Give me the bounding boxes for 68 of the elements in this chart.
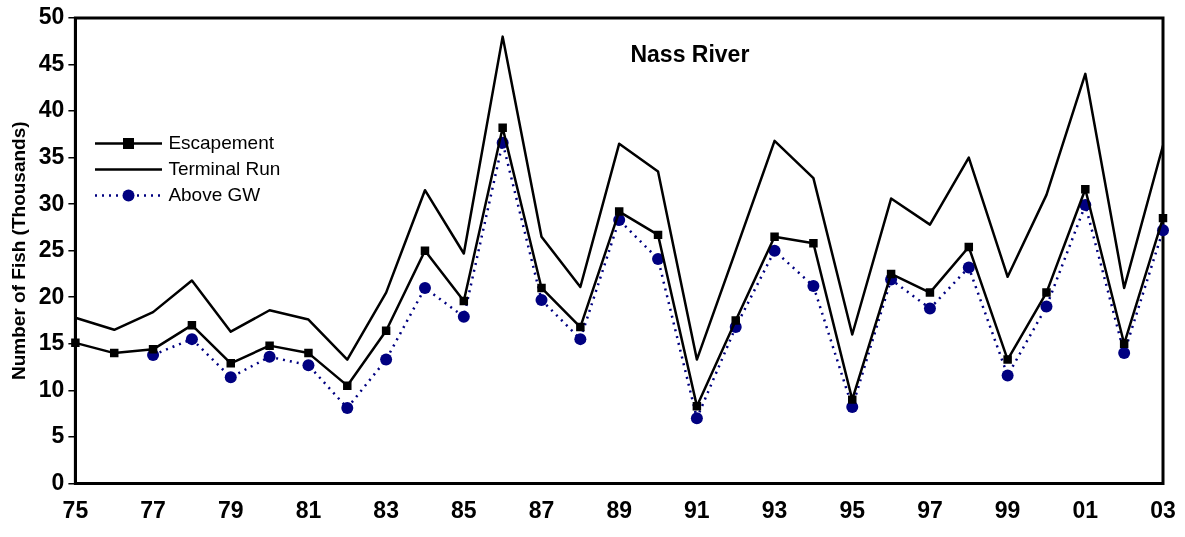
legend-label: Terminal Run: [168, 157, 281, 181]
point: [574, 333, 587, 346]
point: [576, 322, 585, 332]
point: [1003, 355, 1012, 364]
point: [380, 353, 393, 366]
x-tick-label: 93: [761, 496, 788, 523]
x-tick-label: 83: [373, 496, 399, 523]
point: [768, 244, 781, 257]
point: [1040, 300, 1053, 313]
y-tick-label: 20: [38, 282, 65, 309]
y-tick-label: 0: [51, 468, 65, 495]
x-tick-label: 77: [140, 496, 166, 523]
x-tick-label: 95: [839, 496, 866, 523]
point: [226, 359, 235, 368]
point: [923, 302, 936, 315]
point: [185, 333, 198, 346]
y-tick-label: 50: [38, 3, 65, 30]
point: [925, 288, 935, 297]
y-tick-label: 10: [38, 375, 65, 402]
point: [418, 281, 431, 294]
point: [1042, 288, 1051, 297]
x-tick-label: 91: [684, 496, 710, 523]
point: [263, 350, 276, 363]
x-tick-label: 85: [451, 496, 477, 523]
y-tick-label: 40: [38, 96, 65, 123]
point: [341, 402, 354, 415]
x-tick-label: 97: [917, 496, 943, 523]
point: [457, 310, 470, 323]
point: [304, 348, 313, 358]
point: [343, 381, 352, 390]
point: [614, 207, 624, 216]
y-tick-label: 25: [38, 236, 65, 263]
point: [848, 395, 857, 404]
y-tick-label: 45: [38, 49, 65, 76]
point: [498, 123, 507, 133]
y-tick-label: 30: [38, 189, 65, 216]
x-tick-label: 75: [62, 496, 89, 523]
point: [807, 280, 820, 293]
x-tick-label: 89: [606, 496, 632, 523]
point: [770, 232, 779, 241]
point: [537, 283, 546, 293]
point: [302, 359, 315, 372]
y-tick-label: 5: [51, 422, 65, 449]
x-tick-label: 79: [217, 496, 244, 523]
y-axis-title: Number of Fish (Thousands): [7, 121, 29, 380]
x-tick-label: 99: [994, 496, 1021, 523]
legend-label: Above GW: [168, 183, 261, 207]
point: [1118, 347, 1131, 360]
point: [809, 239, 818, 248]
point: [71, 338, 80, 348]
point: [1001, 369, 1014, 382]
x-tick-label: 01: [1072, 496, 1099, 523]
point: [731, 316, 740, 325]
x-tick-label: 87: [528, 496, 555, 523]
point: [265, 341, 274, 350]
point: [535, 294, 548, 307]
x-tick-label: 03: [1150, 496, 1176, 523]
x-tick-label: 81: [295, 496, 322, 523]
point: [148, 345, 158, 354]
y-tick-label: 35: [38, 142, 65, 169]
point: [962, 261, 975, 274]
text: Nass River: [630, 41, 750, 68]
point: [690, 412, 703, 425]
y-tick-label: 15: [38, 329, 65, 356]
legend-label: Escapement: [168, 131, 274, 155]
point: [420, 246, 430, 255]
point: [1081, 185, 1090, 194]
point: [224, 371, 237, 384]
